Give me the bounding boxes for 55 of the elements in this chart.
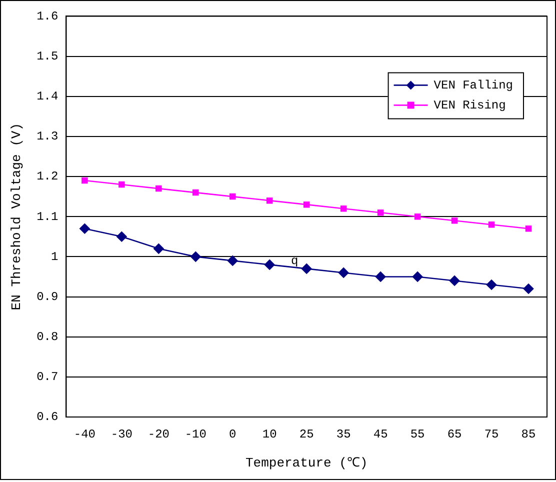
x-tick-label: 85 [521,427,536,442]
x-tick-label: 25 [299,427,314,442]
y-tick-label: 1.1 [36,210,58,224]
annotation: q [291,254,298,268]
y-tick-label: 0.9 [36,290,58,304]
y-tick-label: 1.4 [36,90,58,104]
x-axis-title: Temperature (℃) [245,456,368,471]
x-tick-label: 10 [262,427,277,442]
point [301,264,312,274]
x-tick-label: -10 [184,427,206,442]
x-tick-label: 75 [484,427,499,442]
x-tick-label: 35 [336,427,351,442]
point [264,260,275,270]
point [118,181,125,188]
point [82,177,88,184]
point [486,280,497,290]
y-tick-label: 1.5 [36,49,58,64]
y-tick-label: 1.2 [36,170,58,184]
y-tick-label: 0.6 [36,410,58,424]
point [116,231,127,242]
point [230,193,236,200]
point [156,185,162,192]
point [192,189,199,196]
point [449,276,460,286]
point [414,213,421,220]
point [227,256,238,266]
point [266,197,273,204]
x-tick-label: -30 [110,427,132,442]
x-tick-label: 65 [447,427,462,442]
point [525,226,532,232]
point [375,272,386,282]
point [190,252,201,262]
y-tick-label: 1.6 [36,9,58,24]
legend-label: VEN Falling [434,78,514,92]
y-tick-label: 1 [51,250,58,264]
y-tick-label: 0.7 [36,370,58,384]
point [303,201,310,208]
x-tick-label: -20 [148,427,170,442]
point [377,209,384,216]
point [523,284,534,294]
y-tick-label: 0.8 [36,330,58,344]
point [154,244,164,254]
y-axis-title: EN Threshold Voltage (V) [9,122,24,310]
x-tick-label: 0 [229,427,236,442]
point [488,221,495,228]
point [340,205,347,212]
x-tick-label: 45 [373,427,388,442]
point [451,217,458,224]
x-tick-label: 55 [410,427,425,442]
x-tick-label: -40 [74,427,96,442]
y-tick-label: 1.3 [36,130,58,144]
point [338,268,349,278]
legend-label: VEN Rising [434,98,506,112]
point [412,272,423,282]
point [80,223,90,234]
